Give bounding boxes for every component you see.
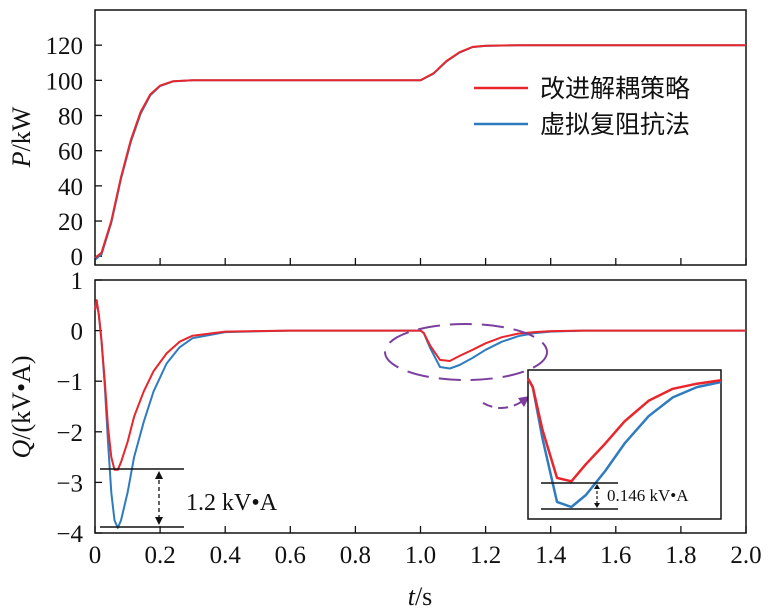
bottom-y-axis-unit: /(kV•A) (7, 356, 36, 440)
top-y-axis-label: P/kW (7, 106, 36, 168)
legend-label-red: 改进解耦策略 (540, 74, 690, 103)
inset-arrowhead-up (594, 484, 600, 489)
top-y-tick-label: 60 (58, 139, 83, 166)
top-y-tick-label: 120 (46, 33, 84, 60)
legend: 改进解耦策略 虚拟复阻抗法 (474, 74, 690, 139)
top-y-axis-symbol: P (7, 151, 36, 168)
x-axis-unit: /s (415, 582, 432, 611)
top-y-ticks: 0 20 40 60 80 100 120 (46, 33, 102, 271)
top-panel: 0 20 40 60 80 100 120 改进解耦策略 虚拟复阻抗法 P/kW (7, 9, 747, 271)
x-tick-label: 0.4 (210, 542, 242, 569)
bottom-x-ticks: 0 0.2 0.4 0.6 0.8 1.0 1.2 1.4 1.6 1.8 2.0 (89, 258, 762, 569)
x-axis-symbol: t (408, 582, 416, 611)
inset: 0.146 kV•A (526, 369, 722, 520)
bottom-y-tick-label: −3 (56, 470, 83, 497)
diff-arrowhead-up (155, 471, 163, 479)
inset-arrowhead-down (594, 503, 600, 508)
bottom-y-tick-label: −4 (56, 521, 83, 548)
x-tick-label: 1.0 (405, 542, 436, 569)
bottom-series (94, 299, 746, 529)
x-tick-label: 2.0 (730, 542, 761, 569)
bottom-y-axis-symbol: Q (7, 439, 36, 458)
zoom-arrow (482, 397, 528, 409)
legend-label-blue: 虚拟复阻抗法 (540, 110, 690, 139)
zoom-ellipse (384, 323, 548, 381)
top-y-axis-unit: /kW (7, 106, 36, 151)
x-axis-label: t/s (408, 582, 433, 611)
diff-annotation: 1.2 kV•A (100, 468, 278, 528)
bottom-y-axis-label: Q/(kV•A) (7, 356, 36, 459)
x-tick-label: 1.6 (600, 542, 631, 569)
bottom-series-line-1 (94, 299, 746, 529)
bottom-y-tick-label: −2 (56, 420, 83, 447)
x-tick-label: 0 (89, 542, 102, 569)
top-y-tick-label: 80 (58, 104, 83, 131)
x-tick-label: 1.8 (665, 542, 696, 569)
x-tick-label: 1.2 (470, 542, 501, 569)
bottom-y-tick-label: 0 (71, 319, 84, 346)
x-tick-label: 1.4 (535, 542, 567, 569)
bottom-panel: 1 0 −1 −2 −3 −4 0 0.2 0.4 0.6 0.8 1.0 1.2 1.4 1.6 1.8 2… (7, 258, 762, 611)
top-y-tick-label: 40 (58, 174, 83, 201)
bottom-series-line-0 (94, 299, 746, 471)
top-y-tick-label: 100 (46, 68, 84, 95)
diff-label: 1.2 kV•A (186, 490, 278, 516)
zoom-arrowhead (518, 396, 530, 407)
x-tick-label: 0.8 (340, 542, 371, 569)
bottom-y-ticks: 1 0 −1 −2 −3 −4 (56, 268, 102, 548)
bottom-y-tick-label: 1 (71, 268, 84, 295)
top-y-tick-label: 20 (58, 209, 83, 236)
bottom-y-tick-label: −1 (56, 369, 83, 396)
top-y-tick-label: 0 (71, 244, 84, 271)
diff-arrowhead-down (155, 517, 163, 525)
top-series (94, 44, 746, 261)
inset-series-line-0 (526, 377, 722, 483)
x-tick-label: 0.2 (144, 542, 175, 569)
x-tick-label: 0.6 (275, 542, 306, 569)
top-series-line-0 (94, 44, 746, 259)
inset-diff-label: 0.146 kV•A (607, 486, 689, 505)
